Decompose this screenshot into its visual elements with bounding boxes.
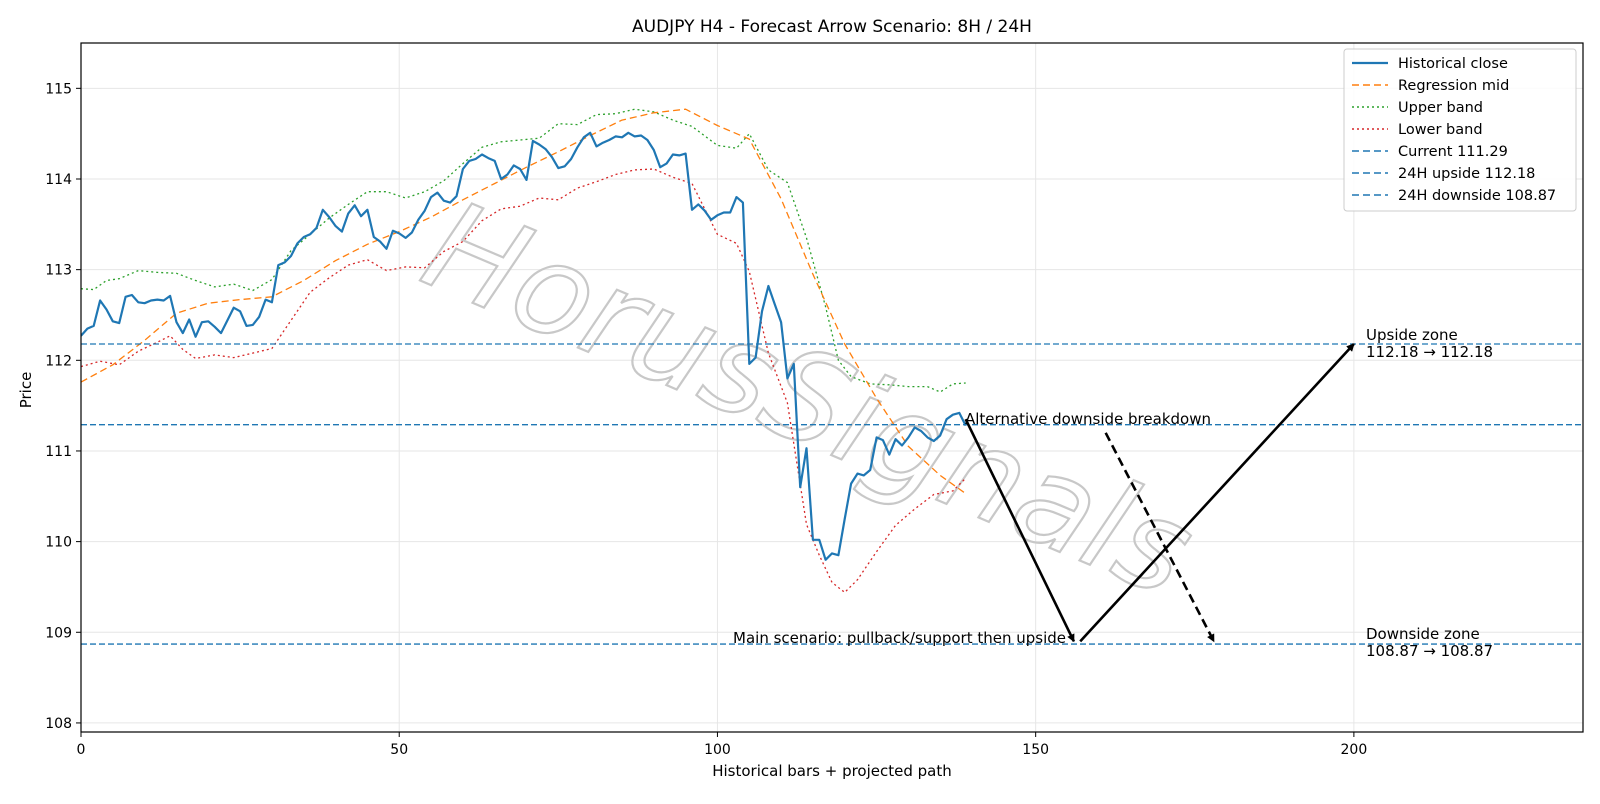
y-tick-label: 113 (45, 263, 72, 279)
reference-lines (81, 343, 1583, 645)
historical-close-line (81, 131, 967, 561)
lower-band-line (81, 168, 967, 594)
main-scenario-upside-arrow (1079, 343, 1355, 643)
legend-label: Current 111.29 (1398, 144, 1508, 160)
y-axis-label: Price (17, 372, 35, 409)
scenario-arrows (964, 343, 1355, 643)
axis-ticks: 0 50 100 150 200 108 109 110 111 112 113 114 115 (45, 81, 1367, 758)
main-scenario-pullback-arrow (964, 418, 1076, 643)
alternative-downside-arrow (1104, 432, 1216, 643)
y-tick-label: 111 (45, 444, 72, 460)
y-tick-label: 115 (45, 81, 72, 97)
downside-zone-range: 108.87 → 108.87 (1366, 642, 1493, 660)
legend-box (1343, 48, 1577, 212)
x-tick-label: 100 (704, 742, 731, 758)
legend-label: 24H downside 108.87 (1398, 188, 1556, 204)
x-tick-label: 0 (77, 742, 86, 758)
y-tick-label: 114 (45, 172, 72, 188)
legend: Historical close Regression mid Upper band… (1343, 48, 1577, 212)
x-tick-label: 50 (390, 742, 408, 758)
legend-label: Regression mid (1398, 78, 1509, 94)
plot-area (81, 43, 1583, 732)
upside-zone-title: Upside zone (1366, 326, 1458, 344)
upside-zone-range: 112.18 → 112.18 (1366, 343, 1493, 361)
band-layer (81, 108, 967, 594)
legend-label: Lower band (1398, 122, 1483, 138)
grid (80, 43, 1583, 732)
x-axis-label: Historical bars + projected path (712, 762, 952, 780)
legend-label: Upper band (1398, 100, 1483, 116)
y-tick-label: 108 (45, 716, 72, 732)
alternative-scenario-label: Alternative downside breakdown (965, 410, 1211, 428)
x-tick-label: 150 (1022, 742, 1049, 758)
x-tick-label: 200 (1341, 742, 1368, 758)
chart-title: AUDJPY H4 - Forecast Arrow Scenario: 8H … (632, 17, 1032, 37)
y-tick-label: 110 (45, 535, 72, 551)
legend-label: 24H upside 112.18 (1398, 166, 1535, 182)
downside-zone-title: Downside zone (1366, 625, 1480, 643)
y-tick-label: 112 (45, 353, 72, 369)
y-tick-label: 109 (45, 625, 72, 641)
main-scenario-label: Main scenario: pullback/support then ups… (733, 629, 1066, 647)
legend-label: Historical close (1398, 56, 1508, 72)
axes-frame (80, 42, 1584, 733)
regression-mid-line (81, 108, 967, 495)
